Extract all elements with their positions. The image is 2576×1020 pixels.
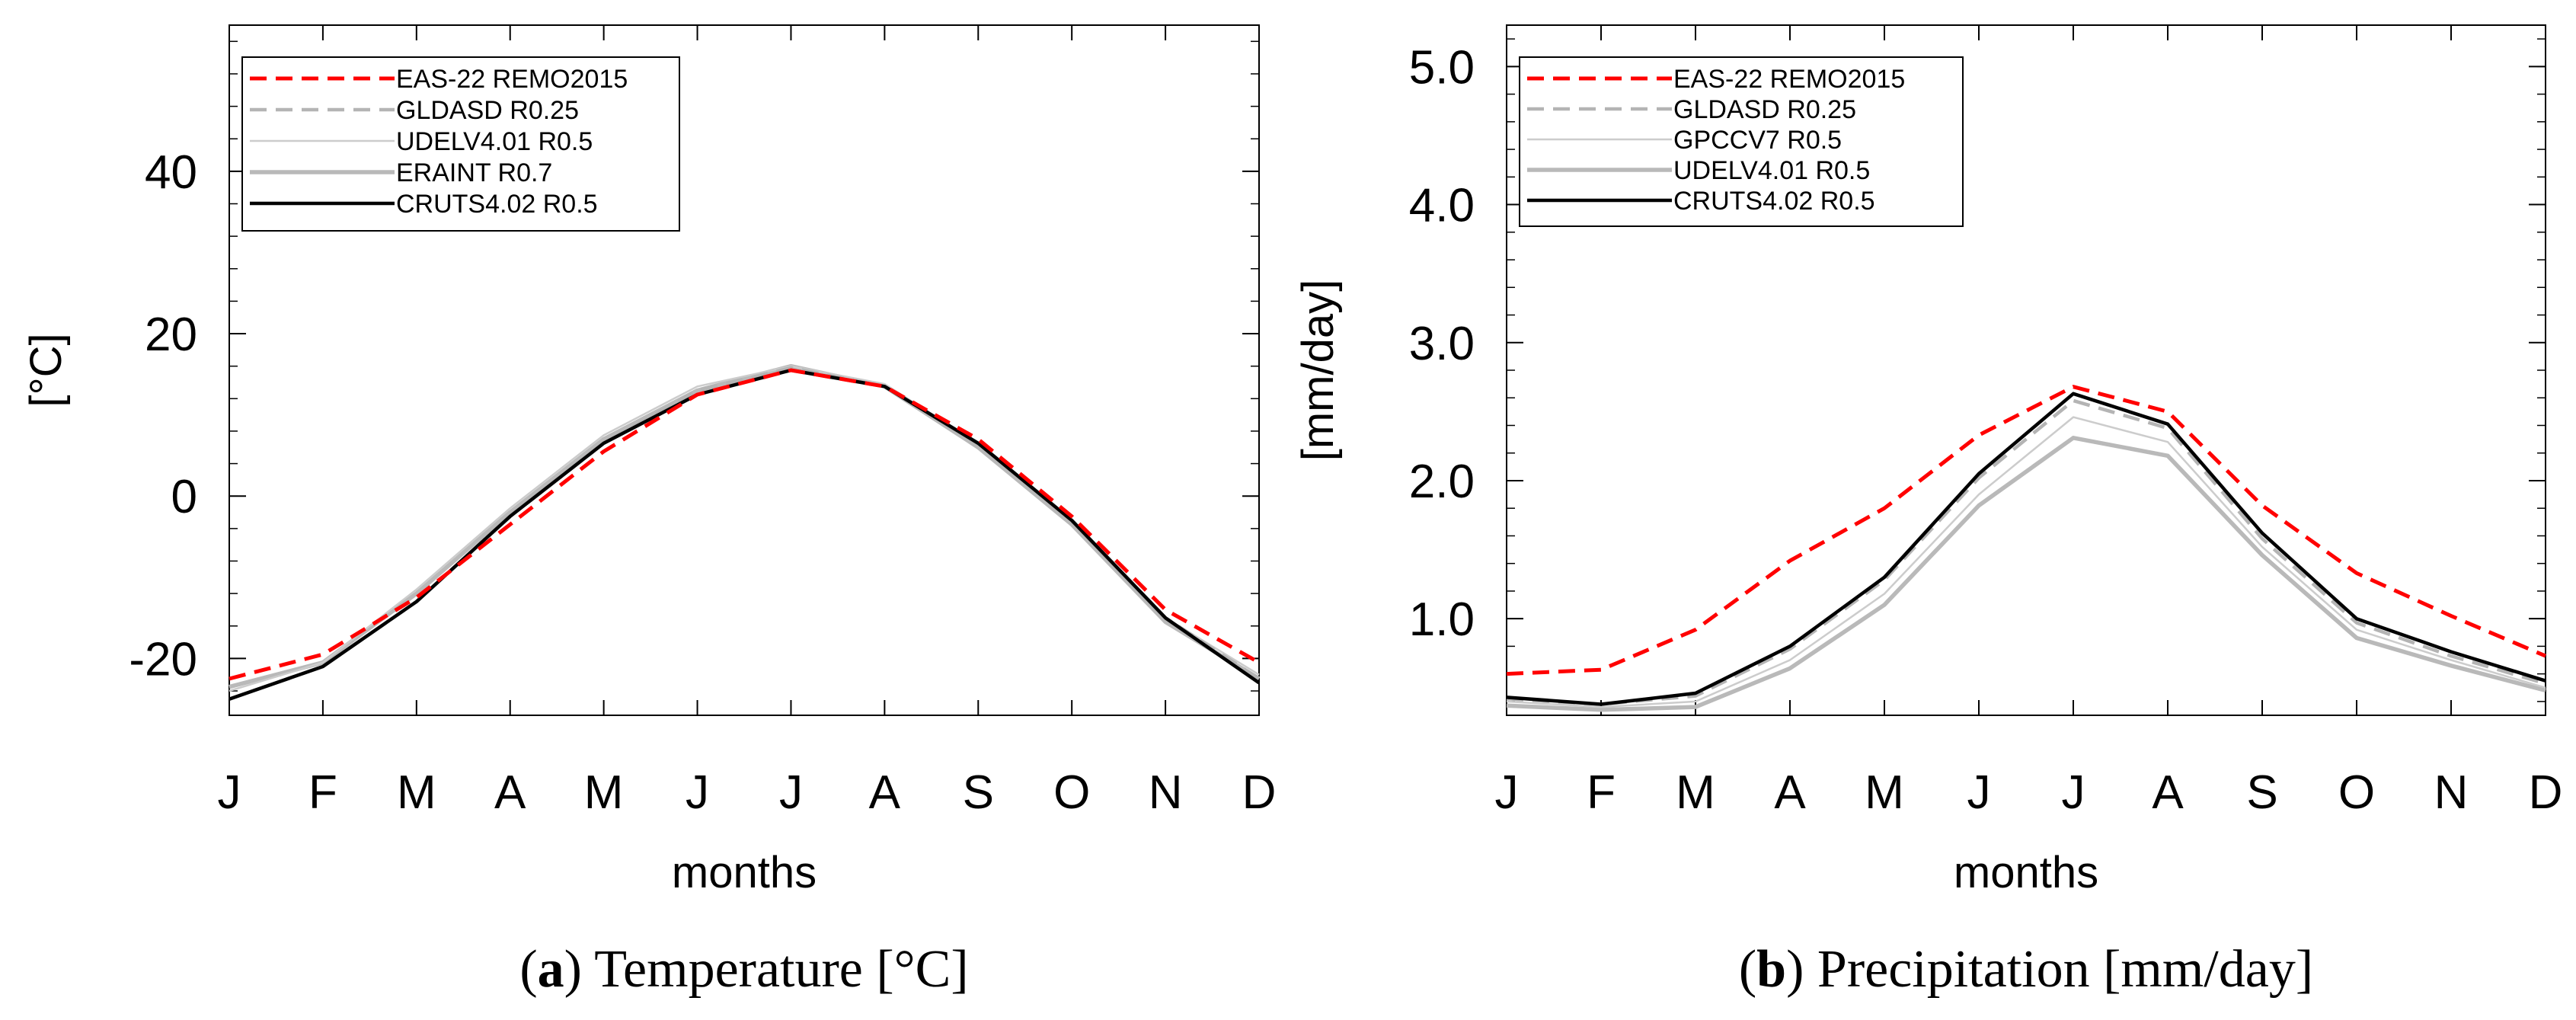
x-tick-label: N	[2434, 766, 2469, 819]
series-lines	[1506, 385, 2546, 712]
x-tick-label: O	[1053, 766, 1090, 819]
y-tick-label: 20	[145, 309, 197, 361]
x-tick-label: M	[397, 766, 436, 819]
y-ticks: -20 0 20 40	[129, 40, 1259, 692]
legend-label: ERAINT R0.7	[396, 158, 552, 187]
caption-letter: a	[538, 940, 564, 999]
legend-label: EAS-22 REMO2015	[1673, 65, 1905, 94]
caption-precipitation: (b) Precipitation [mm/day]	[1739, 940, 2313, 999]
x-tick-label: D	[1242, 766, 1277, 819]
legend-label: CRUTS4.02 R0.5	[1673, 187, 1875, 216]
y-tick-label: 40	[145, 146, 197, 199]
x-tick-label: S	[963, 766, 994, 819]
legend-label: CRUTS4.02 R0.5	[396, 190, 598, 219]
x-tick-label: J	[686, 766, 709, 819]
y-tick-label: 2.0	[1409, 456, 1475, 508]
caption-temperature: (a) Temperature [°C]	[519, 940, 968, 999]
legend-label: UDELV4.01 R0.5	[1673, 156, 1870, 185]
x-tick-label: N	[1149, 766, 1183, 819]
x-tick-label: F	[308, 766, 337, 819]
series-line-gldasd-r0-25	[1506, 398, 2546, 706]
legend-label: GLDASD R0.25	[396, 96, 579, 125]
legend-label: EAS-22 REMO2015	[396, 65, 628, 94]
x-tick-label: A	[869, 766, 901, 819]
x-axis-title: months	[672, 848, 817, 897]
caption-letter: b	[1756, 940, 1786, 999]
x-tick-label: M	[584, 766, 624, 819]
legend-box	[1519, 56, 1964, 227]
x-tick-label: J	[2062, 766, 2085, 819]
y-tick-label: 3.0	[1409, 318, 1475, 370]
legend-label: GLDASD R0.25	[1673, 95, 1856, 124]
y-axis-title: [°C]	[21, 333, 71, 407]
x-tick-label: J	[218, 766, 241, 819]
precipitation-chart: 1.0 2.0 3.0 4.0 5.0 J F M A M J J A S O N D EAS-22 REMO…	[1293, 24, 2563, 999]
x-tick-label: M	[1865, 766, 1904, 819]
series-line-eas-22-remo2015	[229, 368, 1261, 681]
x-tick-label: A	[2152, 766, 2184, 819]
y-tick-label: -20	[129, 633, 197, 686]
y-tick-label: 0	[171, 471, 197, 523]
caption-text: Precipitation [mm/day]	[1817, 940, 2313, 999]
y-ticks: 1.0 2.0 3.0 4.0 5.0	[1409, 38, 2546, 702]
x-tick-label: J	[1495, 766, 1519, 819]
x-tick-label: F	[1587, 766, 1616, 819]
x-tick-label: M	[1676, 766, 1715, 819]
series-line-cruts4-02-r0-5	[1506, 392, 2546, 706]
y-tick-label: 1.0	[1409, 593, 1475, 646]
x-tick-label: A	[1774, 766, 1806, 819]
y-axis-title: [mm/day]	[1293, 280, 1343, 462]
series-line-udelv4-01-r0-5	[1506, 436, 2546, 712]
x-tick-label: D	[2529, 766, 2563, 819]
x-axis-title: months	[1954, 848, 2098, 897]
caption-text: Temperature [°C]	[594, 940, 968, 999]
x-tick-label: A	[494, 766, 526, 819]
y-tick-label: 5.0	[1409, 41, 1475, 94]
x-tick-label: J	[1967, 766, 1991, 819]
x-tick-label: S	[2246, 766, 2277, 819]
series-line-eas-22-remo2015	[1506, 385, 2546, 676]
x-tick-label: O	[2338, 766, 2375, 819]
temperature-chart: -20 0 20 40 J F M A M J J A S O N D EAS-22 REMO2015GLD…	[21, 24, 1277, 999]
series-line-gpccv7-r0-5	[1506, 416, 2546, 708]
series-lines	[229, 363, 1261, 701]
y-tick-label: 4.0	[1409, 180, 1475, 232]
legend-label: GPCCV7 R0.5	[1673, 126, 1842, 155]
legend-label: UDELV4.01 R0.5	[396, 127, 593, 156]
x-tick-label: J	[779, 766, 803, 819]
